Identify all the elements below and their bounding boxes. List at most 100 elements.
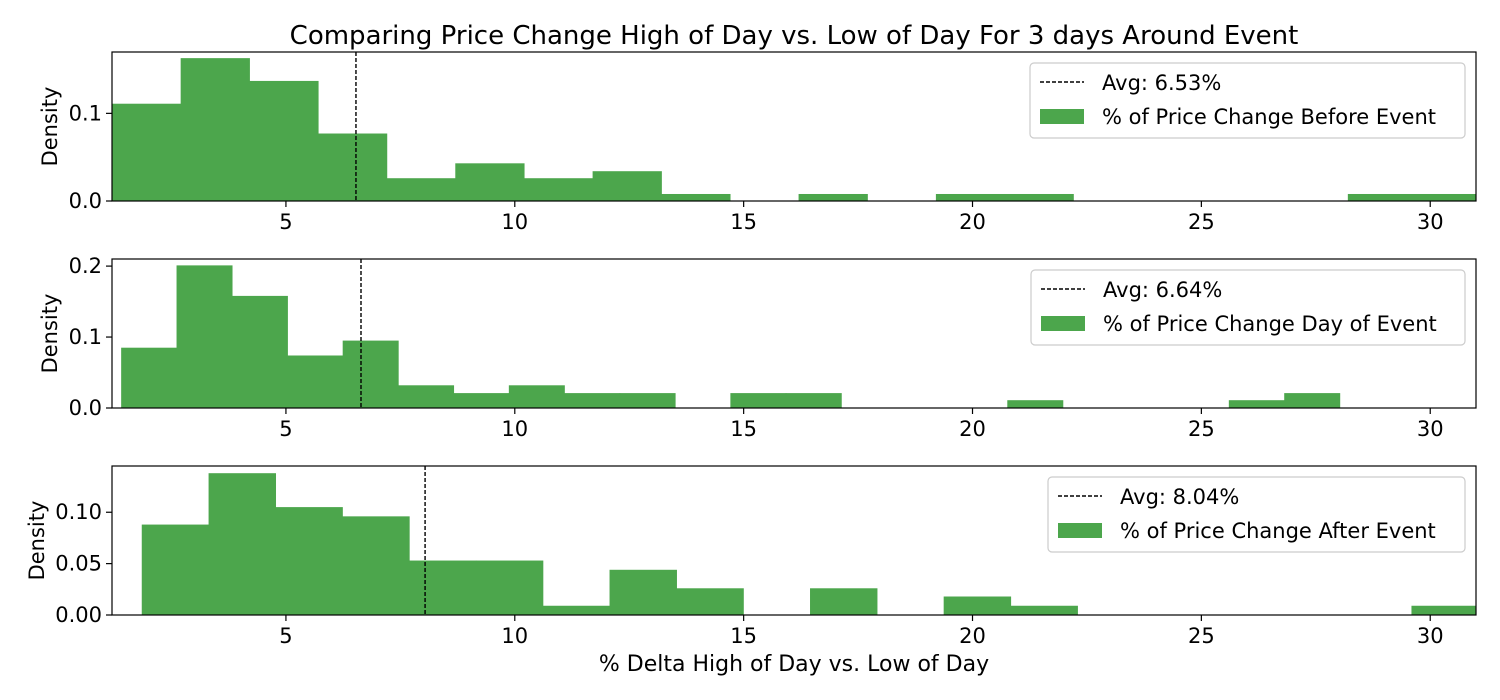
histogram-bar (1411, 605, 1476, 615)
x-tick-label: 5 (279, 417, 292, 441)
panels: 5 10 15 20 25 30 0.0 0.1 Density Avg: 6.53% % of P… (25, 51, 1500, 648)
histogram-bar (1478, 606, 1500, 615)
y-tick-label: 0.2 (69, 254, 102, 278)
histogram-bar (141, 524, 210, 615)
x-tick-label: 15 (730, 417, 757, 441)
panel-2: 5 10 15 20 25 30 0.0 0.1 0.2 Density Avg: 6.64% % o… (38, 254, 1477, 441)
y-tick-label: 0.0 (69, 396, 102, 420)
y-axis-label: Density (38, 294, 62, 374)
legend-box (1029, 62, 1466, 139)
histogram-bar (121, 347, 178, 408)
x-tick-label: 5 (279, 210, 292, 234)
histogram-bar (409, 560, 477, 615)
histogram-bar (231, 295, 288, 408)
plot-frame (111, 258, 1477, 409)
y-axis-label: Density (38, 87, 62, 167)
y-tick-label: 0.1 (69, 325, 102, 349)
x-tick-label: 15 (730, 624, 757, 648)
histogram-bar (455, 163, 525, 201)
histogram-bar (523, 178, 594, 201)
x-axis-label: % Delta High of Day vs. Low of Day (599, 652, 989, 677)
histogram-bar (661, 193, 731, 201)
legend-avg-label: Avg: 6.64% (1103, 278, 1222, 302)
x-tick-label: 5 (279, 624, 292, 648)
x-tick-label: 20 (959, 210, 986, 234)
x-tick-label: 15 (730, 210, 757, 234)
histogram-bar (386, 178, 456, 201)
legend: Avg: 6.53% % of Price Change Before Event (1029, 62, 1466, 139)
histogram-bar (609, 569, 677, 615)
plot-frame (111, 51, 1477, 202)
histogram-bar (1007, 400, 1064, 408)
legend-box (1047, 476, 1466, 553)
histogram-bar (208, 473, 277, 615)
legend-series-label: % of Price Change Before Event (1102, 105, 1436, 129)
x-tick-label: 30 (1417, 417, 1444, 441)
legend-avg-label: Avg: 6.53% (1102, 71, 1221, 95)
histogram-bar (564, 393, 621, 408)
x-tick-label: 25 (1188, 210, 1215, 234)
y-tick-label: 0.00 (55, 603, 102, 627)
histogram-bars (112, 58, 1476, 201)
histogram-bar (275, 507, 343, 615)
x-tick-label: 30 (1417, 624, 1444, 648)
x-tick-label: 30 (1417, 210, 1444, 234)
x-tick-label: 20 (959, 624, 986, 648)
y-tick-label: 0.10 (55, 500, 102, 524)
histogram-bar (398, 385, 455, 408)
histogram-bar (943, 596, 1012, 615)
y-tick-label: 0.05 (55, 552, 102, 576)
x-tick-label: 10 (501, 624, 528, 648)
histogram-bar (785, 393, 842, 408)
histogram-bar (1284, 393, 1341, 408)
histogram-bar (508, 385, 565, 408)
histogram-bar (475, 560, 544, 615)
legend: Avg: 6.64% % of Price Change Day of Event (1030, 269, 1466, 346)
legend-box (1030, 269, 1466, 346)
histogram-bar (798, 193, 868, 201)
y-tick-label: 0.1 (69, 101, 102, 125)
histogram-bar (342, 516, 410, 615)
histogram-bar (1010, 605, 1078, 615)
histogram-bar (730, 393, 787, 408)
plot-frame (111, 465, 1477, 616)
histogram-bar (1004, 193, 1074, 201)
x-tick-label: 20 (959, 417, 986, 441)
histogram-bar (935, 193, 1006, 201)
histogram-bar (619, 393, 676, 408)
legend-bar-swatch (1040, 109, 1084, 124)
histogram-bar (112, 103, 182, 201)
panel-1: 5 10 15 20 25 30 0.0 0.1 Density Avg: 6.53% % of P… (38, 51, 1477, 234)
y-tick-label: 0.0 (69, 189, 102, 213)
histogram-bar (592, 171, 662, 201)
legend-series-label: % of Price Change After Event (1120, 519, 1436, 543)
histogram-bar (176, 265, 233, 408)
histogram-bar (249, 80, 319, 201)
legend-series-label: % of Price Change Day of Event (1103, 312, 1437, 336)
histogram-bar (542, 605, 611, 615)
histogram-bars (121, 265, 1341, 408)
histogram-bar (1416, 193, 1476, 201)
histogram-bar (1347, 193, 1418, 201)
histogram-bar (1228, 400, 1285, 408)
legend-bar-swatch (1041, 316, 1085, 331)
y-axis-label: Density (25, 501, 49, 581)
histogram-bar (287, 355, 344, 408)
chart-title: Comparing Price Change High of Day vs. L… (290, 21, 1299, 51)
histogram-bar (317, 133, 388, 201)
histogram-bar (342, 340, 399, 408)
histogram-bars (141, 473, 1500, 615)
histogram-bar (676, 588, 744, 615)
histogram-bar (453, 393, 510, 408)
legend-avg-label: Avg: 8.04% (1120, 485, 1239, 509)
x-tick-label: 25 (1188, 624, 1215, 648)
x-tick-label: 25 (1188, 417, 1215, 441)
x-tick-label: 10 (501, 210, 528, 234)
legend: Avg: 8.04% % of Price Change After Event (1047, 476, 1466, 553)
x-tick-label: 10 (501, 417, 528, 441)
legend-bar-swatch (1058, 523, 1102, 538)
histogram-bar (180, 58, 250, 201)
histogram-bar (810, 588, 878, 615)
